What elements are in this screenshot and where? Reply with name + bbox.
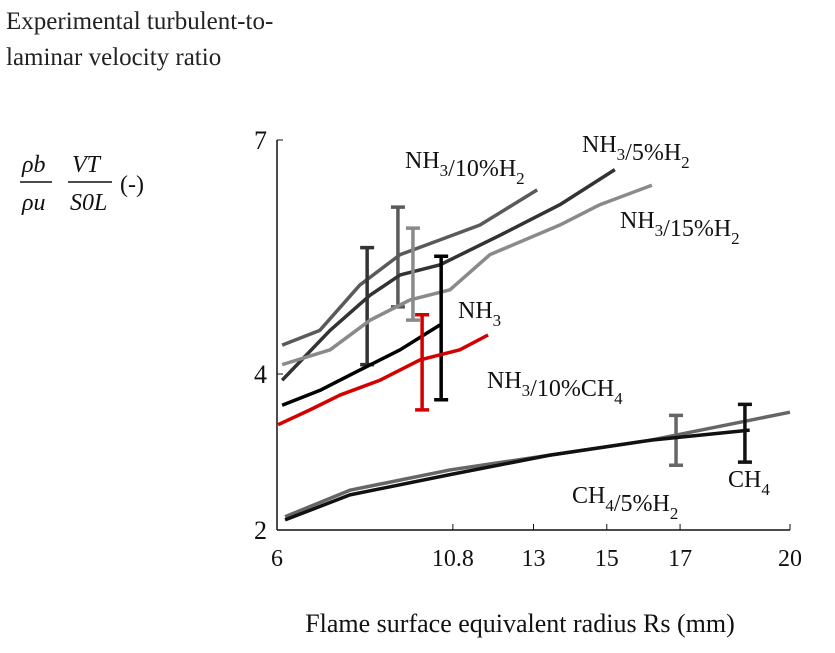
legend-label: CH4	[728, 467, 770, 499]
formula-part: S0L	[70, 190, 107, 216]
x-tick-label: 6	[271, 546, 283, 572]
y-tick-label: 2	[254, 516, 267, 545]
error-bar	[390, 205, 405, 309]
series-line	[284, 428, 750, 522]
y-tick-label: 4	[254, 360, 267, 389]
legend-label: NH3/10%CH4	[487, 368, 623, 408]
error-bar	[434, 254, 449, 402]
y-tick-label: 7	[254, 126, 267, 155]
series-line	[280, 168, 616, 382]
error-bar	[415, 312, 430, 412]
x-tick-label: 20	[778, 546, 802, 572]
error-bar	[737, 402, 752, 464]
x-tick-label: 17	[668, 546, 692, 572]
x-tick-label: 15	[595, 546, 619, 572]
y-axis-label: Experimental turbulent-to-laminar veloci…	[6, 8, 274, 71]
formula-part: VT	[72, 152, 102, 178]
series-line	[281, 188, 539, 347]
x-tick-label: 13	[522, 546, 546, 572]
legend-label: NH3/15%H2	[620, 208, 740, 248]
series-line	[284, 410, 791, 519]
legend-label: NH3/10%H2	[405, 148, 525, 188]
legend-label: NH3	[458, 298, 501, 330]
series-line	[277, 333, 489, 427]
error-bar	[405, 226, 420, 322]
legend-label: CH4/5%H2	[572, 483, 678, 523]
series-line	[281, 183, 653, 367]
series-line	[281, 323, 441, 407]
formula-part: ρu	[21, 190, 46, 216]
formula-part: ρb	[21, 152, 46, 178]
error-bar	[669, 413, 684, 468]
formula-part: (-)	[120, 172, 144, 198]
error-bar	[360, 245, 375, 367]
legend-label: NH3/5%H2	[582, 132, 690, 172]
x-tick-label: 10.8	[432, 546, 474, 572]
x-axis-label: Flame surface equivalent radius Rs (mm)	[305, 609, 735, 638]
